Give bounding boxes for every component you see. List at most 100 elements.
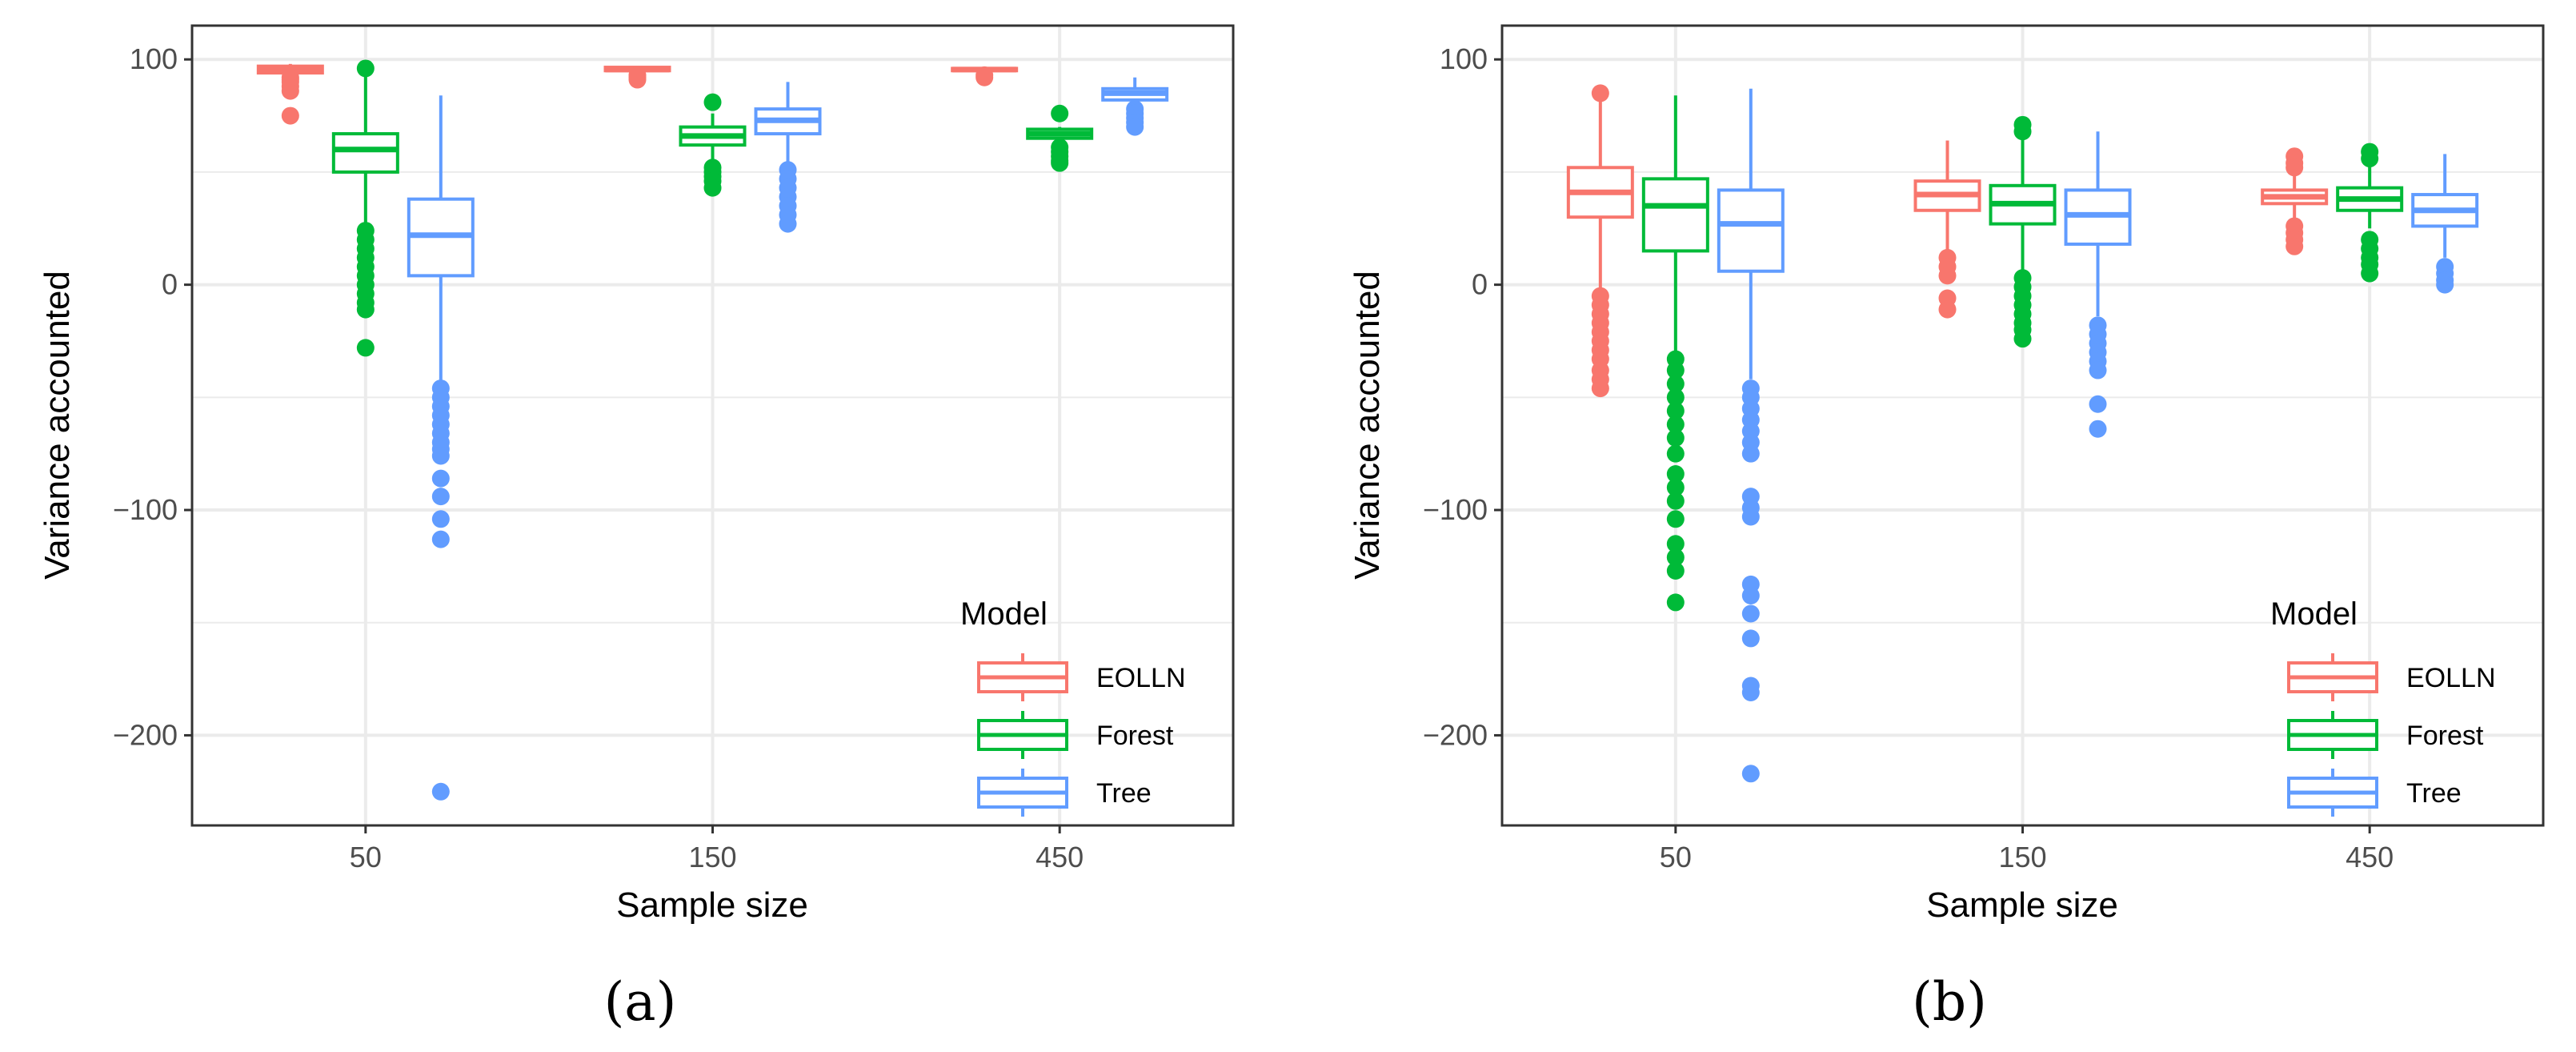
box-tree-450 [2411, 154, 2479, 294]
outlier-point [1666, 562, 1685, 580]
outlier-point [1051, 154, 1069, 172]
outlier-point [431, 447, 450, 465]
outlier-point [2013, 122, 2032, 141]
outlier-point [1666, 510, 1685, 528]
outlier-point [628, 66, 647, 84]
legend: Model EOLLN Forest Tree [2270, 596, 2496, 817]
legend: Model EOLLN Forest Tree [960, 596, 1186, 817]
legend-title: Model [960, 596, 1048, 632]
x-tick-label: 150 [1998, 841, 2046, 873]
outlier-point [2286, 237, 2304, 255]
outlier-point [1666, 535, 1685, 553]
outlier-point [2089, 395, 2107, 413]
y-tick-label: 100 [1440, 42, 1488, 75]
box-iqr [1717, 188, 1785, 273]
outlier-point [1741, 508, 1760, 526]
legend-key-forest: Forest [2287, 711, 2484, 759]
y-axis-title: Variance accounted [38, 271, 77, 580]
box-forest-50 [331, 59, 399, 357]
box-tree-50 [1717, 88, 1785, 783]
y-tick-label: −200 [113, 718, 178, 751]
outlier-point [2089, 361, 2107, 379]
outlier-point [431, 469, 450, 488]
panel-label: (a) [604, 971, 677, 1033]
box-tree-150 [2064, 131, 2132, 438]
y-tick-label: 0 [1472, 268, 1488, 301]
outlier-point [1938, 300, 1957, 319]
outlier-point [779, 215, 797, 233]
outlier-point [2436, 275, 2454, 294]
outlier-point [281, 106, 299, 125]
outlier-point [2361, 264, 2379, 283]
outlier-point [2361, 150, 2379, 168]
outlier-point [1666, 548, 1685, 567]
legend-label: Forest [1096, 721, 1174, 751]
panel-b: 100 0 −100 −200 50 150 450 Sample size Varian… [1348, 24, 2545, 1033]
outlier-point [1666, 444, 1685, 463]
outlier-point [1741, 765, 1760, 783]
outlier-point [703, 93, 722, 111]
legend-label: EOLLN [2406, 663, 2496, 693]
legend-key-tree: Tree [977, 769, 1152, 817]
x-tick-label: 450 [1036, 841, 1084, 873]
x-tick-label: 50 [1660, 841, 1692, 873]
outlier-point [703, 179, 722, 197]
outlier-point [2089, 420, 2107, 438]
outlier-point [431, 530, 450, 548]
outlier-point [976, 66, 994, 84]
outlier-point [2013, 330, 2032, 348]
x-axis-title: Sample size [1926, 885, 2118, 925]
box-eolln-50 [256, 63, 324, 125]
legend-key-forest: Forest [977, 711, 1174, 759]
box-iqr [1641, 177, 1709, 253]
legend-label: EOLLN [1096, 663, 1186, 693]
outlier-point [1666, 402, 1685, 420]
outlier-point [1666, 416, 1685, 434]
box-iqr [331, 132, 399, 174]
outlier-point [1126, 118, 1144, 136]
outlier-point [1591, 84, 1609, 102]
box-forest-50 [1641, 95, 1709, 612]
panel-label: (b) [1912, 971, 1987, 1033]
outlier-point [431, 782, 450, 801]
y-tick-label: −100 [113, 493, 178, 526]
box-tree-50 [407, 95, 475, 801]
legend-key-eolln: EOLLN [977, 653, 1186, 701]
outlier-point [431, 510, 450, 528]
outlier-point [1666, 388, 1685, 407]
outlier-point [356, 59, 375, 78]
outlier-point [356, 300, 375, 319]
outlier-point [431, 488, 450, 506]
y-tick-label: 100 [130, 42, 178, 75]
legend-label: Forest [2406, 721, 2484, 751]
x-tick-label: 50 [350, 841, 382, 873]
outlier-point [1666, 375, 1685, 393]
box-forest-450 [1026, 104, 1094, 172]
outlier-point [1666, 593, 1685, 612]
outlier-point [1741, 604, 1760, 623]
legend-title: Model [2270, 596, 2358, 632]
box-eolln-450 [2261, 147, 2329, 255]
x-axis-title: Sample size [616, 885, 808, 925]
outlier-point [1666, 478, 1685, 496]
box-eolln-50 [1566, 84, 1634, 398]
outlier-point [1741, 586, 1760, 604]
box-eolln-150 [603, 66, 671, 89]
outlier-point [356, 339, 375, 357]
x-tick-label: 150 [688, 841, 736, 873]
panel-a: 100 0 −100 −200 50 150 450 Sample size Varian… [38, 24, 1235, 1033]
x-tick-label: 450 [2346, 841, 2394, 873]
outlier-point [1741, 683, 1760, 701]
outlier-point [1051, 104, 1069, 122]
outlier-point [1591, 379, 1609, 398]
box-tree-450 [1101, 77, 1169, 136]
box-forest-150 [679, 93, 747, 197]
outlier-point [1741, 444, 1760, 463]
legend-key-eolln: EOLLN [2287, 653, 2496, 701]
box-forest-150 [1989, 115, 2057, 348]
y-axis-title: Variance accounted [1348, 271, 1387, 580]
y-tick-label: 0 [162, 268, 178, 301]
outlier-point [2286, 159, 2304, 177]
y-tick-label: −200 [1423, 718, 1488, 751]
